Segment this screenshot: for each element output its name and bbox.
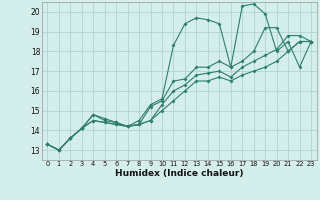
X-axis label: Humidex (Indice chaleur): Humidex (Indice chaleur)	[115, 169, 244, 178]
